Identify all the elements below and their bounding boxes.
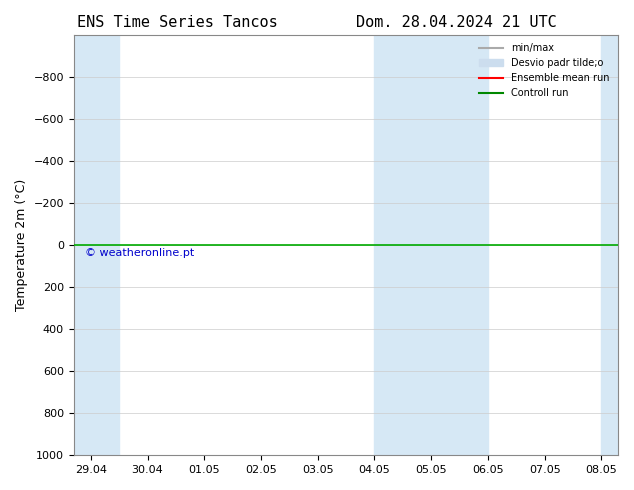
Bar: [375, 35, 488, 455]
Text: Dom. 28.04.2024 21 UTC: Dom. 28.04.2024 21 UTC: [356, 15, 557, 30]
Text: ENS Time Series Tancos: ENS Time Series Tancos: [77, 15, 278, 30]
Legend: min/max, Desvio padr tilde;o, Ensemble mean run, Controll run: min/max, Desvio padr tilde;o, Ensemble m…: [476, 40, 614, 102]
Bar: [602, 35, 619, 455]
Text: © weatheronline.pt: © weatheronline.pt: [85, 248, 194, 258]
Y-axis label: Temperature 2m (°C): Temperature 2m (°C): [15, 179, 28, 311]
Bar: [74, 35, 119, 455]
